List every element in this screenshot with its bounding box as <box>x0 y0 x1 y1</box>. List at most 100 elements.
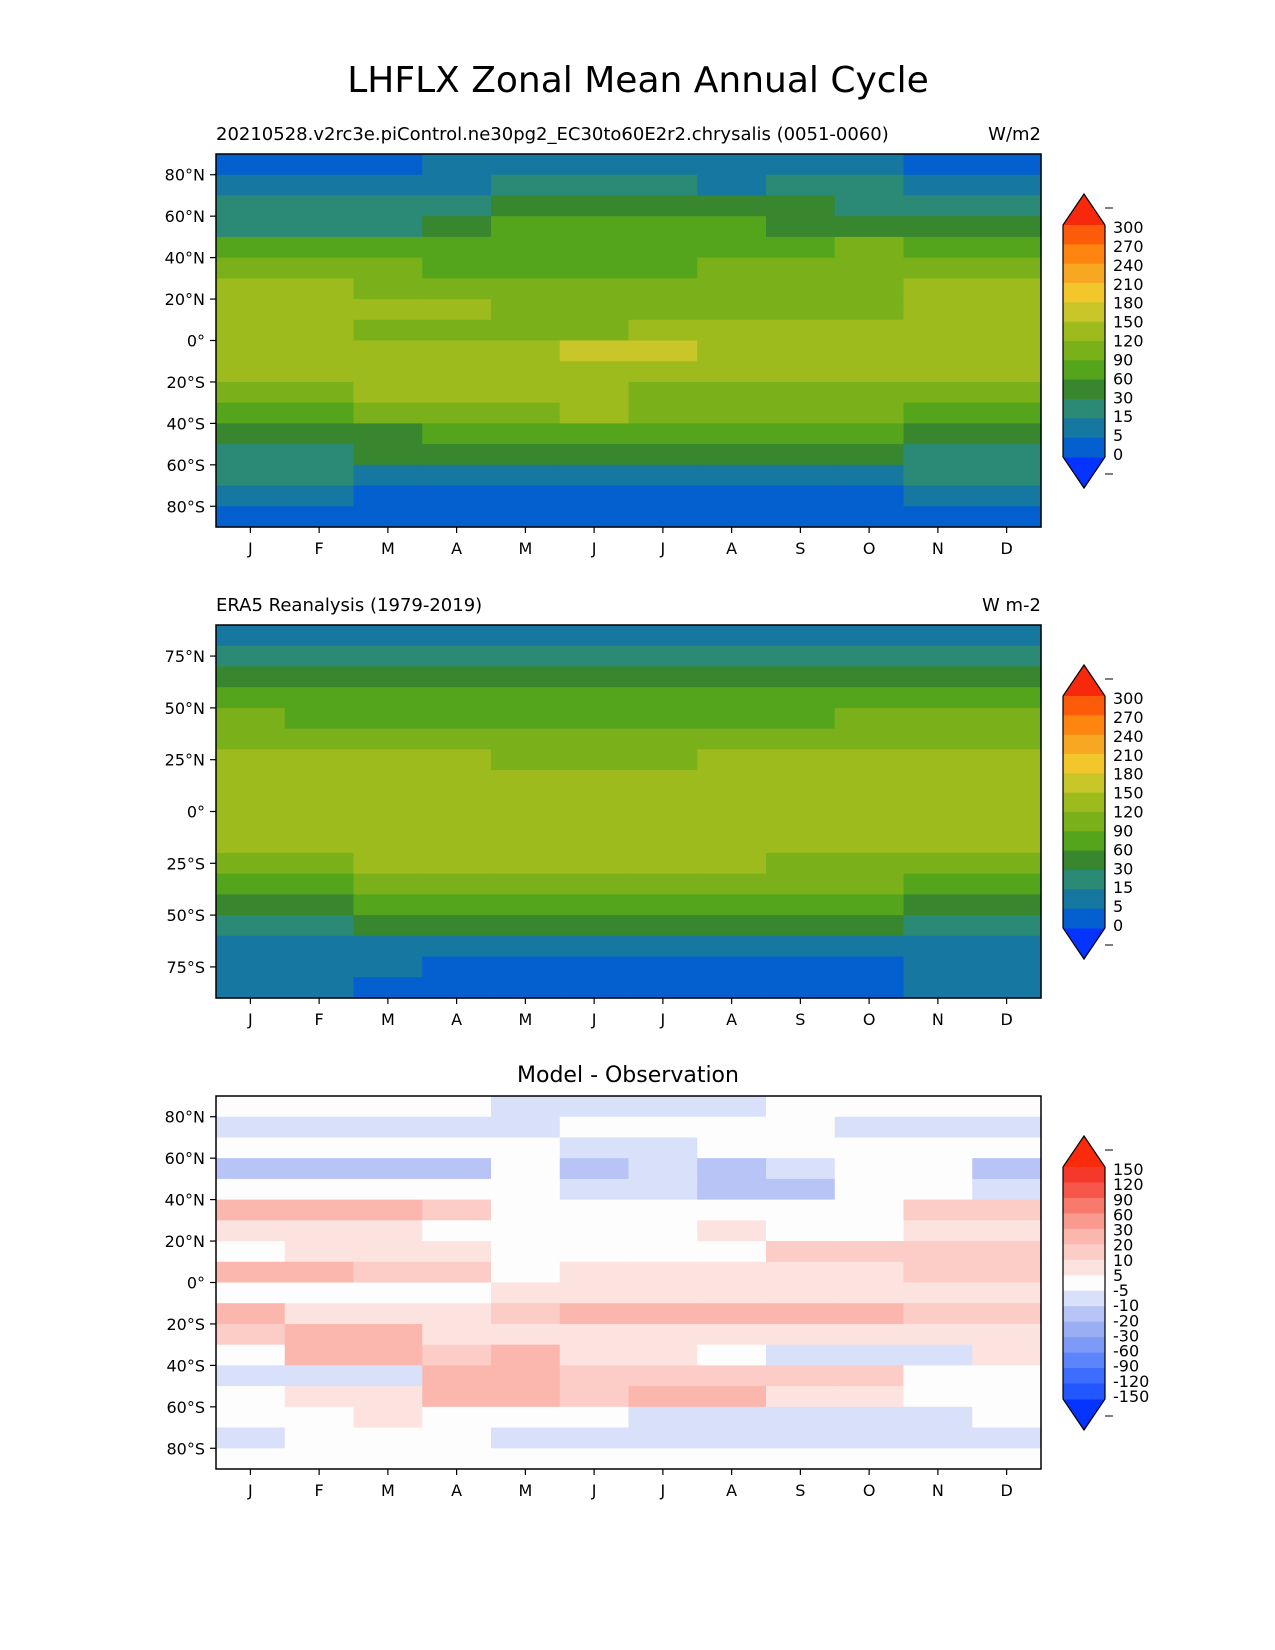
heatmap-cell <box>491 728 561 750</box>
heatmap-cell <box>697 1137 767 1159</box>
heatmap-cell <box>559 174 630 197</box>
x-tick-label: F <box>315 539 324 558</box>
heatmap-cell <box>491 1448 561 1470</box>
colorbar-label: 120 <box>1113 332 1144 351</box>
heatmap-cell <box>766 340 836 362</box>
colorbar-label: 90 <box>1113 350 1133 369</box>
heatmap-cell <box>491 278 561 300</box>
heatmap-cell <box>766 444 836 466</box>
heatmap-cell <box>559 154 630 176</box>
heatmap-cell <box>422 707 492 730</box>
y-tick-label: 20°S <box>166 1315 205 1334</box>
heatmap-cell <box>353 402 423 424</box>
heatmap-cell <box>491 174 561 197</box>
heatmap-cell <box>422 278 492 300</box>
heatmap-cell <box>216 485 286 507</box>
heatmap-cell <box>284 423 355 445</box>
heatmap-cell <box>284 749 355 771</box>
colorbar-segment <box>1063 1290 1105 1307</box>
heatmap-cell <box>628 423 698 445</box>
heatmap-cell <box>284 236 355 259</box>
heatmap-cell <box>766 707 836 730</box>
heatmap-cell <box>972 299 1042 321</box>
heatmap-cell <box>284 154 355 176</box>
heatmap-cell <box>559 790 630 813</box>
x-tick-label: A <box>451 539 462 558</box>
heatmap-cell <box>697 977 767 999</box>
colorbar-segment <box>1063 302 1105 323</box>
heatmap-cell <box>903 687 973 709</box>
heatmap-cell <box>353 361 423 383</box>
heatmap-cell <box>766 1386 836 1408</box>
heatmap-cell <box>766 852 836 875</box>
heatmap-cell <box>972 381 1042 404</box>
colorbar-segment <box>1063 734 1105 755</box>
heatmap-cell <box>284 506 355 528</box>
x-tick-label: J <box>660 1481 666 1500</box>
panel-model-units: W/m2 <box>988 124 1041 145</box>
heatmap-cell <box>766 216 836 238</box>
heatmap-cell <box>491 1116 561 1139</box>
y-tick-label: 60°N <box>165 1149 205 1168</box>
heatmap-cell <box>422 361 492 383</box>
heatmap-cell <box>834 832 905 854</box>
heatmap-cell <box>353 1406 423 1429</box>
heatmap-cell <box>422 894 492 916</box>
heatmap-cell <box>834 915 905 937</box>
heatmap-cell <box>834 381 905 404</box>
heatmap-cell <box>766 645 836 668</box>
heatmap-cell <box>353 154 423 176</box>
colorbar-segment <box>1063 1228 1105 1245</box>
heatmap-cell <box>284 361 355 383</box>
heatmap-cell <box>491 707 561 730</box>
heatmap-cell <box>628 381 698 404</box>
heatmap-cell <box>284 1282 355 1304</box>
heatmap-cell <box>284 1303 355 1325</box>
heatmap-cell <box>903 1386 973 1408</box>
heatmap-cell <box>216 790 286 813</box>
heatmap-cell <box>628 1220 698 1242</box>
heatmap-cell <box>766 485 836 507</box>
heatmap-cell <box>972 1178 1042 1201</box>
colorbar-segment <box>1063 1167 1105 1183</box>
heatmap-cell <box>766 915 836 937</box>
heatmap-cell <box>353 1323 423 1346</box>
heatmap-cell <box>559 1199 630 1221</box>
panel-diff-title: Model - Observation <box>517 1063 739 1088</box>
colorbar-segment <box>1063 1306 1105 1323</box>
heatmap-cell <box>491 666 561 688</box>
heatmap-cell <box>834 728 905 750</box>
colorbar-segment <box>1063 321 1105 342</box>
colorbar-segment <box>1063 1321 1105 1338</box>
heatmap-cell <box>972 894 1042 916</box>
y-tick-label: 50°N <box>165 699 205 718</box>
heatmap-cell <box>284 1241 355 1263</box>
heatmap-cell <box>353 728 423 750</box>
heatmap-cell <box>766 278 836 300</box>
heatmap-cell <box>903 381 973 404</box>
colorbar-label: -30 <box>1113 1326 1139 1345</box>
heatmap-cell <box>766 811 836 833</box>
heatmap-cell <box>697 1096 767 1118</box>
heatmap-cell <box>628 852 698 875</box>
heatmap-cell <box>972 770 1042 792</box>
heatmap-cell <box>559 935 630 958</box>
heatmap-cell <box>559 1365 630 1387</box>
heatmap-cell <box>216 464 286 487</box>
heatmap-cell <box>766 666 836 688</box>
heatmap-cell <box>422 790 492 813</box>
heatmap-cell <box>834 1303 905 1325</box>
panel-diff: Model - Observation 80°N 60°N 40°N 20°N 0° 20… <box>165 1063 1150 1500</box>
heatmap-cell <box>628 257 698 279</box>
colorbar-segment <box>1063 696 1105 716</box>
heatmap-cell <box>834 154 905 176</box>
heatmap-cell <box>353 464 423 487</box>
heatmap-cell <box>903 236 973 259</box>
heatmap-cell <box>697 340 767 362</box>
heatmap-cell <box>284 1178 355 1201</box>
heatmap-cell <box>284 811 355 833</box>
heatmap-cell <box>353 1427 423 1449</box>
colorbar-segment <box>1063 1383 1105 1400</box>
heatmap-cell <box>284 1199 355 1221</box>
y-tick-label: 60°S <box>166 456 205 475</box>
